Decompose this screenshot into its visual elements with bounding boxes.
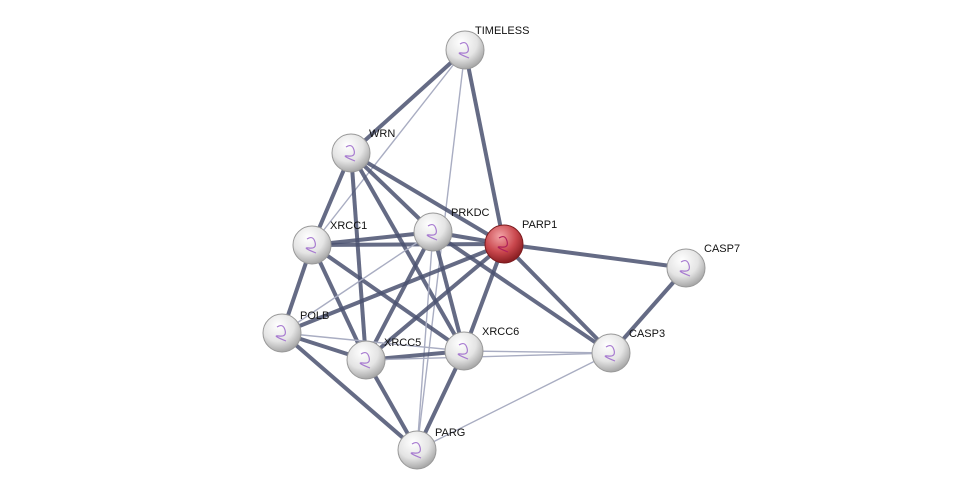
node-bubble[interactable] bbox=[331, 133, 371, 173]
node-prkdc[interactable]: PRKDC bbox=[413, 207, 490, 252]
edge-parp1-casp3[interactable] bbox=[502, 242, 613, 355]
edge-xrcc1-parp1[interactable] bbox=[311, 242, 505, 247]
edge-xrcc5-casp3[interactable] bbox=[365, 352, 612, 361]
node-bubble[interactable] bbox=[346, 340, 386, 380]
protein-structure-icon bbox=[410, 441, 422, 459]
edge-prkdc-polb[interactable] bbox=[281, 231, 434, 334]
node-bubble[interactable] bbox=[444, 331, 484, 371]
node-label: WRN bbox=[369, 128, 395, 140]
protein-structure-icon bbox=[275, 324, 287, 342]
node-label: CASP7 bbox=[704, 243, 740, 255]
protein-structure-icon bbox=[426, 223, 438, 241]
edge-xrcc6-casp3[interactable] bbox=[463, 350, 612, 354]
protein-structure-icon bbox=[359, 351, 371, 369]
node-parg[interactable]: PARG bbox=[397, 427, 465, 470]
node-label: PRKDC bbox=[451, 207, 490, 219]
protein-structure-icon bbox=[305, 236, 317, 254]
edge-xrcc1-xrcc6[interactable] bbox=[310, 243, 466, 353]
protein-structure-icon bbox=[497, 235, 509, 253]
edge-casp3-parg[interactable] bbox=[416, 352, 612, 451]
node-casp3[interactable]: CASP3 bbox=[591, 328, 665, 373]
node-bubble[interactable] bbox=[262, 313, 302, 353]
node-bubble[interactable] bbox=[445, 30, 485, 70]
node-bubble[interactable] bbox=[413, 212, 453, 252]
node-label: XRCC5 bbox=[384, 337, 421, 349]
protein-structure-icon bbox=[344, 144, 356, 162]
edge-wrn-parp1[interactable] bbox=[349, 151, 506, 246]
node-bubble[interactable] bbox=[397, 430, 437, 470]
node-label: POLB bbox=[300, 310, 329, 322]
node-timeless[interactable]: TIMELESS bbox=[445, 25, 529, 70]
node-casp7[interactable]: CASP7 bbox=[666, 243, 740, 288]
node-bubble[interactable] bbox=[666, 248, 706, 288]
edge-timeless-parp1[interactable] bbox=[463, 49, 506, 245]
edge-timeless-wrn[interactable] bbox=[349, 48, 467, 155]
edge-timeless-parg[interactable] bbox=[416, 49, 466, 451]
node-parp1[interactable]: PARP1 bbox=[484, 219, 557, 264]
node-label: TIMELESS bbox=[475, 25, 529, 37]
protein-structure-icon bbox=[604, 344, 616, 362]
edge-timeless-xrcc1[interactable] bbox=[311, 49, 466, 246]
node-xrcc5[interactable]: XRCC5 bbox=[346, 337, 421, 380]
edge-wrn-xrcc6[interactable] bbox=[349, 152, 466, 352]
node-bubble[interactable] bbox=[591, 333, 631, 373]
edge-xrcc1-prkdc[interactable] bbox=[311, 230, 434, 247]
node-wrn[interactable]: WRN bbox=[331, 128, 395, 173]
protein-structure-icon bbox=[457, 342, 469, 360]
node-label: PARP1 bbox=[522, 219, 557, 231]
edge-parp1-xrcc5[interactable] bbox=[364, 242, 506, 362]
node-label: CASP3 bbox=[629, 328, 665, 340]
node-bubble[interactable] bbox=[292, 225, 332, 265]
edge-wrn-xrcc5[interactable] bbox=[349, 152, 368, 361]
node-bubble[interactable] bbox=[484, 224, 524, 264]
node-xrcc1[interactable]: XRCC1 bbox=[292, 220, 367, 265]
edge-prkdc-xrcc5[interactable] bbox=[364, 231, 435, 361]
node-label: XRCC6 bbox=[482, 326, 519, 338]
node-xrcc6[interactable]: XRCC6 bbox=[444, 326, 519, 371]
edge-polb-parg[interactable] bbox=[280, 331, 419, 452]
node-label: XRCC1 bbox=[330, 220, 367, 232]
protein-structure-icon bbox=[458, 41, 470, 59]
edge-parp1-polb[interactable] bbox=[281, 242, 505, 335]
node-label: PARG bbox=[435, 427, 465, 439]
node-polb[interactable]: POLB bbox=[262, 310, 329, 353]
edge-prkdc-parg[interactable] bbox=[416, 231, 434, 451]
protein-structure-icon bbox=[679, 259, 691, 277]
edge-prkdc-casp3[interactable] bbox=[431, 230, 613, 355]
edge-parp1-casp7[interactable] bbox=[503, 242, 687, 270]
